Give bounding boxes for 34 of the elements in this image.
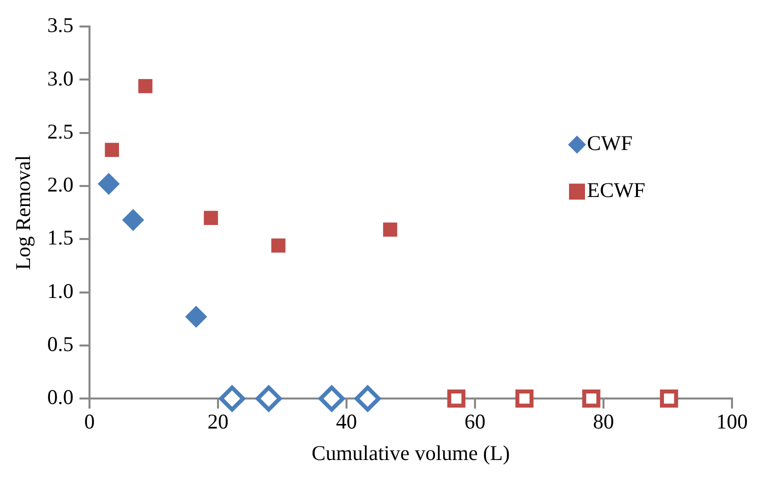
point — [271, 238, 286, 253]
point — [138, 79, 152, 94]
point — [204, 210, 218, 225]
point — [122, 209, 144, 232]
x-tick-label: 60 — [464, 410, 486, 434]
point — [318, 386, 345, 412]
point — [660, 390, 678, 408]
point — [98, 172, 120, 195]
point — [447, 390, 466, 408]
point — [582, 390, 600, 408]
point — [219, 386, 246, 412]
y-axis-title: Log Removal — [11, 154, 36, 270]
x-tick-label: 40 — [336, 410, 357, 434]
point — [256, 386, 282, 412]
point — [104, 142, 120, 157]
legend-label: ECWF — [587, 178, 646, 202]
point — [354, 386, 381, 412]
x-tick-label: 20 — [207, 410, 228, 434]
y-tick-label: 1.0 — [47, 278, 74, 303]
y-tick-label: 2.5 — [47, 119, 74, 144]
y-tick-label: 2.0 — [47, 172, 74, 197]
x-tick-label: 100 — [716, 410, 748, 434]
y-tick-label: 0.5 — [47, 332, 74, 356]
y-tick-label: 0.0 — [47, 385, 74, 410]
y-tick-label: 1.5 — [47, 226, 74, 250]
point — [185, 306, 208, 328]
x-tick-label: 80 — [592, 410, 614, 434]
legend-label: CWF — [587, 131, 633, 156]
y-tick-label: 3.5 — [47, 13, 74, 38]
y-tick-label: 3.0 — [47, 66, 74, 90]
point — [515, 390, 534, 408]
x-axis-title: Cumulative volume (L) — [312, 440, 510, 465]
point — [383, 222, 398, 237]
x-tick-label: 0 — [84, 410, 95, 434]
